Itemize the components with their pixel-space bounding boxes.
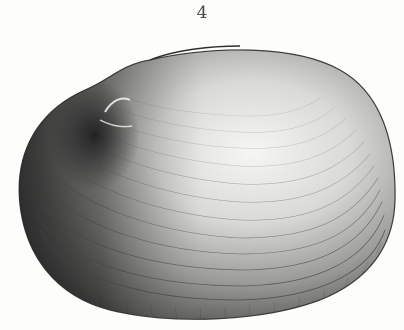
figure-number: 4 xyxy=(196,3,208,23)
